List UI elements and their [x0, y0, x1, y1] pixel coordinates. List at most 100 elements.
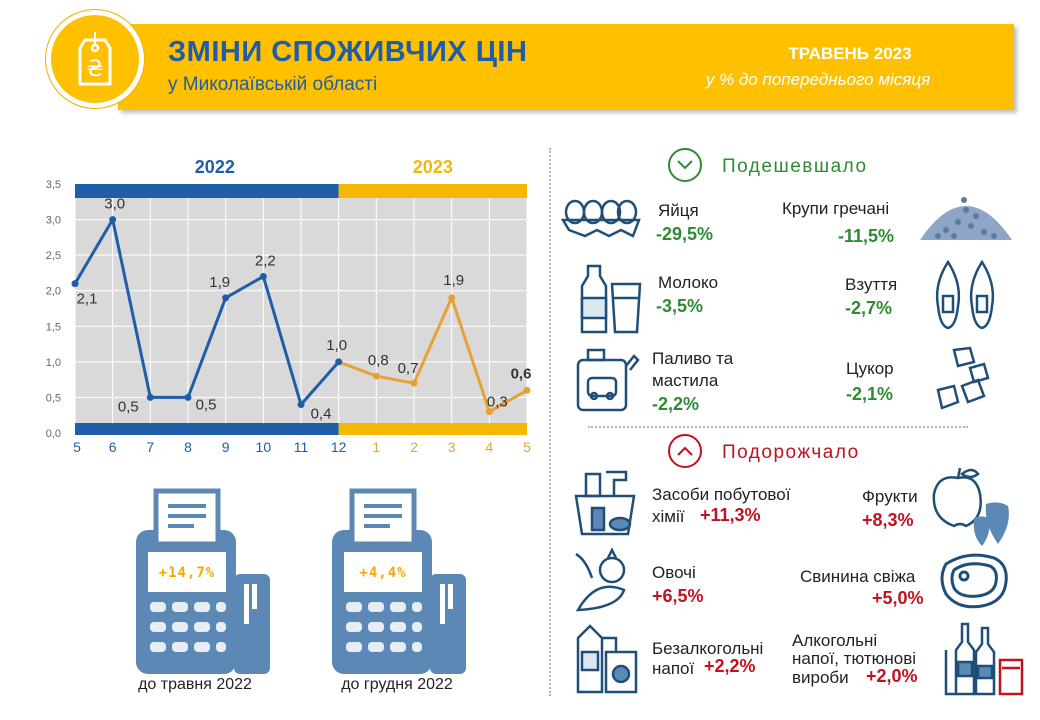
buckwheat-icon: [920, 197, 1012, 240]
item-name-alcohol-line3: вироби: [792, 668, 849, 687]
year-bar-2023: [338, 184, 527, 198]
x-tick-label: 4: [485, 439, 493, 455]
data-label: 0,5: [118, 398, 139, 415]
item-name-fruits: Фрукти: [862, 487, 918, 506]
item-name-pork: Свинина свіжа: [800, 567, 916, 586]
year-label-2023: 2023: [413, 157, 453, 177]
cheaper-heading: Подешевшало: [722, 156, 868, 177]
y-tick-label: 0,5: [46, 392, 61, 404]
y-tick-label: 2,0: [46, 286, 61, 298]
year-bar-2022: [75, 184, 339, 198]
vegetables-icon: [575, 548, 626, 612]
chevron-up-icon: [668, 434, 702, 468]
item-name-buckwheat: Крупи гречані: [782, 199, 890, 218]
item-name-soft-drinks-line2: напої: [652, 659, 695, 678]
x-tick-label: 1: [372, 439, 380, 455]
data-point: [222, 294, 230, 302]
data-label: 0,5: [196, 396, 217, 413]
item-name-chemicals-line1: Засоби побутової: [652, 485, 791, 504]
item-name-vegetables: Овочі: [652, 563, 696, 582]
y-tick-label: 1,5: [46, 321, 61, 333]
period-note: у % до попереднього місяця: [705, 70, 931, 89]
item-name-fuel-line1: Паливо та: [652, 349, 734, 368]
period-label: ТРАВЕНЬ 2023: [788, 44, 912, 63]
receipt-caption-may-2022: до травня 2022: [138, 676, 252, 693]
data-label: 2,1: [77, 291, 98, 308]
pork-icon: [940, 553, 1008, 609]
item-value-shoes: -2,7%: [845, 298, 893, 318]
item-name-soft-drinks-line1: Безалкогольні: [652, 639, 764, 658]
data-point: [146, 393, 154, 401]
item-value-milk: -3,5%: [656, 296, 704, 316]
x-tick-label: 5: [73, 439, 81, 455]
receipt-caption-dec-2022: до грудня 2022: [341, 676, 453, 693]
data-label: 0,8: [368, 352, 389, 369]
item-name-milk: Молоко: [658, 273, 719, 292]
data-point: [335, 358, 343, 366]
series-line-2023: [338, 293, 528, 414]
data-point: [184, 393, 192, 401]
item-name-sugar: Цукор: [846, 359, 894, 378]
price-change-line-chart: 0,0 0,5 1,0 1,5 2,0 2,5 3,0 3,5 2022 2023 2,1 3,0 0,…: [46, 157, 532, 455]
year-label-2022: 2022: [195, 157, 235, 177]
price-tag-hryvnia-icon: ₴: [46, 10, 144, 108]
eggs-icon: [561, 199, 641, 238]
data-point: [259, 272, 267, 280]
data-label: 0,3: [487, 394, 508, 411]
x-tick-label: 10: [256, 439, 272, 455]
data-point: [372, 372, 380, 380]
x-tick-label: 9: [222, 439, 230, 455]
item-value-alcohol: +2,0%: [866, 666, 918, 686]
data-point: [71, 280, 79, 288]
item-value-fuel: -2,2%: [652, 394, 700, 414]
x-tick-label: 12: [331, 439, 347, 455]
year-bar-2022-bottom: [75, 423, 339, 435]
fuel-canister-icon: [576, 348, 640, 412]
page-subtitle: у Миколаївській області: [168, 74, 378, 95]
vertical-divider: [549, 148, 551, 696]
alcohol-tobacco-icon: [944, 622, 1024, 696]
data-point: [109, 216, 117, 224]
receipt-value-may-2022: +14,7%: [158, 565, 216, 581]
item-value-pork: +5,0%: [872, 588, 924, 608]
data-label: 1,0: [326, 337, 347, 354]
x-tick-label: 5: [523, 439, 531, 455]
item-name-alcohol-line1: Алкогольні: [792, 631, 878, 650]
data-point: [297, 401, 305, 409]
cash-register-icon: [136, 488, 270, 674]
data-point: [485, 408, 493, 416]
data-label: 2,2: [255, 252, 276, 269]
cash-register-icon: [332, 488, 466, 674]
item-value-eggs: -29,5%: [656, 224, 714, 244]
data-label: 0,7: [398, 360, 419, 377]
sugar-cubes-icon: [936, 346, 990, 410]
x-tick-label: 6: [109, 439, 117, 455]
shoes-icon: [935, 260, 995, 330]
y-tick-label: 0,0: [46, 428, 61, 440]
item-name-shoes: Взуття: [845, 275, 898, 294]
data-label: 1,9: [209, 274, 230, 291]
item-name-fuel-line2: мастила: [652, 371, 719, 390]
svg-text:₴: ₴: [86, 57, 103, 82]
item-value-fruits: +8,3%: [862, 510, 914, 530]
milk-icon: [580, 264, 642, 334]
item-value-soft-drinks: +2,2%: [704, 656, 756, 676]
data-label: 0,4: [311, 406, 332, 423]
x-tick-label: 3: [448, 439, 456, 455]
household-chemicals-icon: [574, 470, 636, 536]
item-value-vegetables: +6,5%: [652, 586, 704, 606]
y-tick-label: 3,0: [46, 215, 61, 227]
y-tick-label: 2,5: [46, 250, 61, 262]
x-tick-label: 8: [184, 439, 192, 455]
item-value-sugar: -2,1%: [846, 384, 894, 404]
x-tick-label: 11: [294, 439, 309, 455]
soft-drinks-icon: [576, 624, 638, 694]
x-tick-label: 7: [146, 439, 154, 455]
header-banner: [118, 24, 1014, 110]
item-value-buckwheat: -11,5%: [838, 226, 895, 246]
y-tick-label: 1,0: [46, 357, 61, 369]
chevron-down-icon: [668, 148, 702, 182]
horizontal-divider: [588, 426, 968, 428]
year-bar-2023-bottom: [338, 423, 527, 435]
data-label: 1,9: [443, 272, 464, 289]
